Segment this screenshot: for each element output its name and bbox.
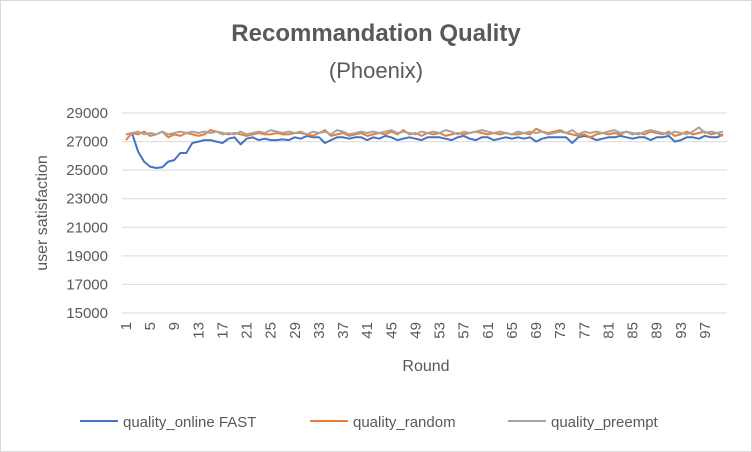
- x-tick-label: 97: [697, 322, 714, 339]
- x-tick-label: 17: [214, 322, 231, 339]
- y-tick-label: 23000: [66, 191, 108, 208]
- x-axis-ticks: 1 5 9 13 17 21 25 29 33 37 41 45 49 53 57 61 65 69 73 77 81 8…: [118, 322, 714, 339]
- x-tick-label: 29: [287, 322, 304, 339]
- x-tick-label: 25: [263, 322, 280, 339]
- y-axis-ticks: 15000 17000 19000 21000 23000 25000 27000 29000: [66, 105, 108, 322]
- x-tick-label: 53: [432, 322, 449, 339]
- x-tick-label: 77: [576, 322, 593, 339]
- legend-label: quality_preempt: [551, 414, 659, 431]
- y-tick-label: 29000: [66, 105, 108, 122]
- x-tick-label: 21: [239, 322, 256, 339]
- series-line: [125, 132, 724, 169]
- chart-subtitle: (Phoenix): [328, 58, 424, 83]
- y-tick-label: 19000: [66, 248, 108, 265]
- x-tick-label: 37: [335, 322, 352, 339]
- y-tick-label: 21000: [66, 219, 108, 236]
- x-tick-label: 1: [118, 322, 135, 330]
- series-lines: [125, 126, 724, 169]
- x-tick-label: 57: [456, 322, 473, 339]
- legend-label: quality_online FAST: [123, 414, 256, 431]
- x-tick-label: 69: [528, 322, 545, 339]
- gridlines: [122, 112, 727, 314]
- x-tick-label: 85: [625, 322, 642, 339]
- x-tick-label: 49: [407, 322, 424, 339]
- y-axis-label: user satisfaction: [34, 155, 51, 271]
- y-tick-label: 15000: [66, 305, 108, 322]
- x-tick-label: 5: [142, 322, 159, 330]
- x-axis-label: Round: [402, 358, 449, 375]
- y-tick-label: 17000: [66, 276, 108, 293]
- legend-label: quality_random: [353, 414, 456, 431]
- x-tick-label: 9: [166, 322, 183, 330]
- x-tick-label: 81: [600, 322, 617, 339]
- chart-title: Recommandation Quality: [231, 20, 521, 47]
- x-tick-label: 89: [649, 322, 666, 339]
- x-tick-label: 65: [504, 322, 521, 339]
- x-tick-label: 45: [383, 322, 400, 339]
- x-tick-label: 33: [311, 322, 328, 339]
- y-tick-label: 25000: [66, 162, 108, 179]
- series-line: [125, 126, 724, 136]
- x-tick-label: 61: [480, 322, 497, 339]
- x-tick-label: 41: [359, 322, 376, 339]
- x-tick-label: 93: [673, 322, 690, 339]
- x-tick-label: 13: [190, 322, 207, 339]
- legend: quality_online FAST quality_random quality…: [80, 414, 659, 431]
- y-tick-label: 27000: [66, 134, 108, 151]
- x-tick-label: 73: [552, 322, 569, 339]
